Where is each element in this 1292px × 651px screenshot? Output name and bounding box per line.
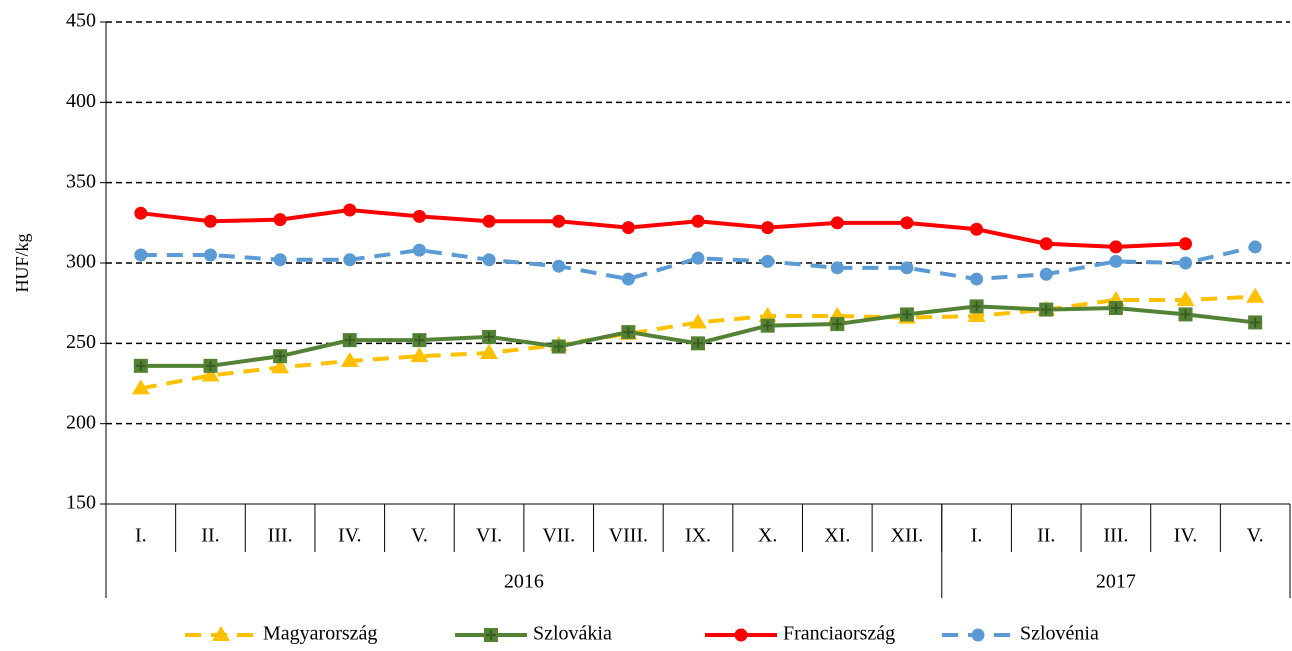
marker [1109,240,1123,254]
x-tick-label: II. [201,525,219,547]
marker-cross [486,630,496,640]
legend-label: Magyarország [263,623,377,645]
legend-label: Szlovákia [533,623,612,645]
marker [689,313,707,329]
marker [970,272,984,286]
marker [1176,290,1195,306]
marker [343,203,357,217]
marker [201,366,220,382]
marker-cross [1180,309,1191,320]
marker-cross [205,360,216,371]
marker [552,259,566,273]
marker-cross [623,327,634,338]
series-line [140,207,1186,249]
marker [734,628,748,642]
x-tick-label: III. [268,525,293,547]
marker-cross [1110,302,1121,313]
marker-cross [414,335,425,346]
x-tick-label: VI. [476,525,502,547]
marker [134,248,148,262]
y-tick-label: 200 [66,411,96,433]
marker-cross [832,319,843,330]
x-tick-label: X. [758,525,777,547]
x-tick-label: VII. [542,525,575,547]
marker [830,261,844,275]
marker [271,358,290,374]
marker [970,222,984,236]
marker [758,307,777,323]
x-tick-label: IV. [1174,525,1198,547]
marker [273,213,287,227]
marker [340,352,359,368]
marker-cross [135,360,146,371]
marker [830,216,844,230]
marker [1179,256,1193,270]
marker-cross [553,341,564,352]
marker [621,221,635,235]
x-tick-label: XI. [824,525,850,547]
y-tick-label: 450 [66,10,96,32]
marker [134,206,148,220]
y-tick-label: 150 [66,492,96,514]
marker [900,216,914,230]
x-group-label: 2017 [1096,571,1136,593]
y-tick-label: 250 [66,331,96,353]
y-tick-label: 300 [66,251,96,273]
marker [1109,254,1123,268]
marker [691,251,705,265]
marker [967,307,986,323]
marker-cross [275,351,286,362]
marker [971,628,985,642]
marker [621,272,635,286]
x-tick-label: V. [1247,525,1264,547]
marker [1039,237,1053,251]
marker [412,209,426,223]
marker [203,248,217,262]
marker [131,379,150,395]
marker [480,343,499,359]
marker [761,254,775,268]
x-tick-label: I. [971,525,983,547]
marker [273,253,287,267]
marker [900,261,914,275]
marker [761,221,775,235]
legend-label: Franciaország [783,623,895,645]
marker [203,214,217,228]
x-tick-label: XII. [891,525,924,547]
x-group-label: 2016 [504,571,544,593]
x-tick-label: III. [1103,525,1128,547]
x-tick-label: II. [1037,525,1055,547]
x-tick-label: IV. [338,525,362,547]
x-tick-label: VIII. [609,525,648,547]
marker-cross [344,335,355,346]
marker-cross [1041,304,1052,315]
legend-label: Szlovénia [1020,623,1099,645]
marker [412,243,426,257]
marker [212,626,230,641]
y-axis-label: HUF/kg [12,233,32,292]
marker [552,214,566,228]
y-tick-label: 400 [66,90,96,112]
marker [482,253,496,267]
marker [691,214,705,228]
marker [482,214,496,228]
marker-cross [762,320,773,331]
marker [1248,240,1262,254]
x-tick-label: I. [135,525,147,547]
marker [343,253,357,267]
series-line [140,244,1256,282]
marker [410,347,429,363]
x-tick-label: IX. [685,525,711,547]
marker-cross [1250,317,1261,328]
y-tick-label: 350 [66,170,96,192]
marker-cross [693,338,703,349]
marker-cross [971,301,982,312]
x-tick-label: V. [411,525,428,547]
marker [1039,267,1053,281]
marker [1179,237,1193,251]
marker-cross [484,331,495,342]
marker-cross [901,309,912,320]
marker [1246,287,1265,303]
